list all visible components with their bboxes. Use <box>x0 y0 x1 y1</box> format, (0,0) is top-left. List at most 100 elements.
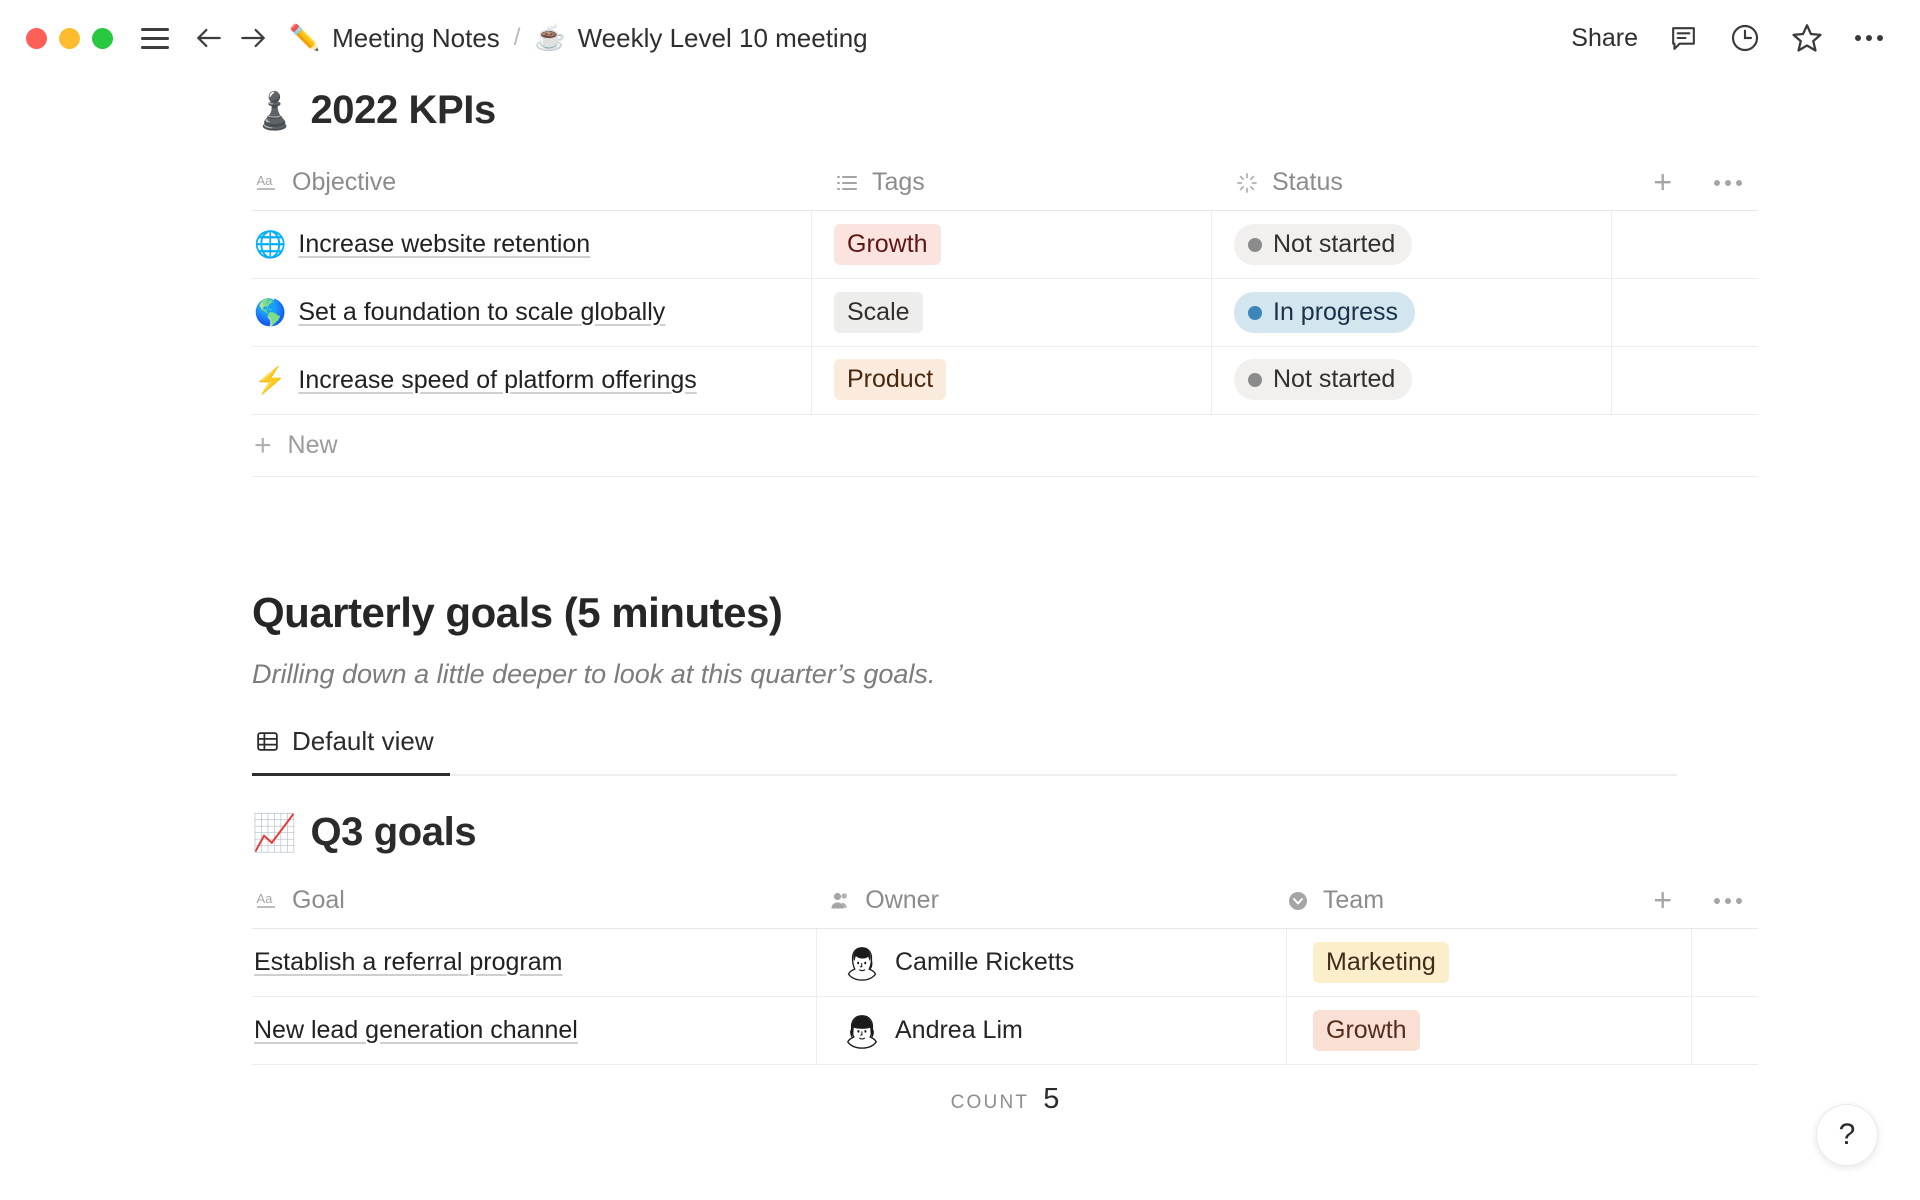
page-content: ♟️ 2022 KPIs Aa Objective Tags <box>0 88 1920 1129</box>
text-type-icon: Aa <box>254 888 280 914</box>
goal-link[interactable]: New lead generation channel <box>254 1016 578 1044</box>
tag-pill: Scale <box>834 291 923 334</box>
cell-goal[interactable]: Establish a referral program <box>252 929 817 996</box>
status-dot-icon <box>1248 237 1262 252</box>
avatar <box>843 1011 881 1050</box>
kpi-table-header: Aa Objective Tags <box>252 155 1758 211</box>
cell-team[interactable]: Growth <box>1287 997 1692 1064</box>
cell-empty <box>1612 279 1758 346</box>
coffee-icon: ☕ <box>534 23 566 52</box>
column-header-team[interactable]: Team <box>1259 873 1653 928</box>
maximize-window-button[interactable] <box>92 27 113 49</box>
select-chevron-down-icon <box>1285 888 1311 914</box>
chart-increasing-icon: 📈 <box>252 811 297 853</box>
team-pill: Marketing <box>1313 941 1449 984</box>
column-header-objective[interactable]: Aa Objective <box>252 155 812 210</box>
globe-meridians-icon: 🌐 <box>254 229 287 259</box>
column-header-tags[interactable]: Tags <box>812 155 1212 210</box>
breadcrumb-item-weekly-level-10-meeting[interactable]: Weekly Level 10 meeting <box>577 22 868 53</box>
svg-text:Aa: Aa <box>257 891 274 906</box>
q3-table-header: Aa Goal Owner Team <box>252 873 1758 929</box>
team-pill: Growth <box>1313 1009 1420 1052</box>
table-more-options-icon[interactable] <box>1714 179 1742 186</box>
q3-table: Aa Goal Owner Team <box>252 873 1758 1129</box>
column-header-status[interactable]: Status <box>1212 155 1612 210</box>
cell-status[interactable]: Not started <box>1212 347 1612 414</box>
cell-owner[interactable]: Camille Ricketts <box>817 929 1287 996</box>
share-button[interactable]: Share <box>1571 23 1638 52</box>
table-row[interactable]: 🌎 Set a foundation to scale globally Sca… <box>252 279 1758 347</box>
table-row[interactable]: New lead generation channel <box>252 997 1758 1065</box>
section-subtitle: Drilling down a little deeper to look at… <box>252 659 936 689</box>
add-column-icon[interactable]: + <box>1653 881 1672 918</box>
cell-status[interactable]: Not started <box>1212 211 1612 278</box>
column-label-tags: Tags <box>872 168 925 196</box>
add-column-icon[interactable]: + <box>1653 163 1672 200</box>
add-new-row-button[interactable]: + New <box>252 415 1758 477</box>
table-row[interactable]: Establish a referral program <box>252 929 1758 997</box>
status-badge: In progress <box>1234 292 1416 333</box>
cell-tags[interactable]: Growth <box>812 211 1212 278</box>
breadcrumb-item-meeting-notes[interactable]: Meeting Notes <box>332 22 500 53</box>
help-button[interactable]: ? <box>1816 1104 1878 1166</box>
cell-empty <box>1692 997 1758 1064</box>
traffic-lights <box>26 27 113 49</box>
cell-team[interactable]: Marketing <box>1287 929 1692 996</box>
forward-icon[interactable] <box>231 16 275 60</box>
person-icon <box>827 888 853 914</box>
cell-empty <box>1692 929 1758 996</box>
multiselect-icon <box>834 170 860 196</box>
svg-text:Aa: Aa <box>257 173 274 188</box>
cell-owner[interactable]: Andrea Lim <box>817 997 1287 1064</box>
earth-globe-americas-icon: 🌎 <box>254 297 287 327</box>
tag-pill: Growth <box>834 223 941 266</box>
clock-icon[interactable] <box>1728 21 1762 55</box>
page-title: Quarterly goals (5 minutes) <box>252 589 783 636</box>
text-type-icon: Aa <box>254 170 280 196</box>
column-label-goal: Goal <box>292 886 345 914</box>
pencil-icon: ✏️ <box>289 23 321 52</box>
objective-link[interactable]: Set a foundation to scale globally <box>298 298 666 326</box>
lightning-bolt-icon: ⚡ <box>254 365 287 395</box>
status-text: Not started <box>1273 230 1396 258</box>
table-more-options-icon[interactable] <box>1714 897 1742 904</box>
more-options-icon[interactable] <box>1852 21 1886 55</box>
status-badge: Not started <box>1234 224 1413 265</box>
cell-objective[interactable]: 🌎 Set a foundation to scale globally <box>252 279 812 346</box>
close-window-button[interactable] <box>26 27 47 49</box>
objective-link[interactable]: Increase website retention <box>298 230 591 258</box>
cell-empty <box>1612 347 1758 414</box>
cell-objective[interactable]: ⚡ Increase speed of platform offerings <box>252 347 812 414</box>
q3-database-title: 📈 Q3 goals <box>252 810 1770 855</box>
table-row[interactable]: ⚡ Increase speed of platform offerings P… <box>252 347 1758 415</box>
minimize-window-button[interactable] <box>59 27 80 49</box>
cell-empty <box>1612 211 1758 278</box>
column-label-team: Team <box>1322 886 1385 914</box>
tab-default-view[interactable]: Default view <box>252 726 450 776</box>
cell-goal[interactable]: New lead generation channel <box>252 997 817 1064</box>
kpi-table-header-actions: + <box>1653 163 1758 200</box>
cell-status[interactable]: In progress <box>1212 279 1612 346</box>
objective-link[interactable]: Increase speed of platform offerings <box>298 366 697 394</box>
count-bar[interactable]: COUNT 5 <box>252 1083 1758 1129</box>
cell-objective[interactable]: 🌐 Increase website retention <box>252 211 812 278</box>
status-text: In progress <box>1273 298 1399 326</box>
table-view-icon <box>254 729 280 755</box>
table-row[interactable]: 🌐 Increase website retention Growth Not … <box>252 211 1758 279</box>
column-header-owner[interactable]: Owner <box>801 873 1259 928</box>
back-icon[interactable] <box>187 16 231 60</box>
kpi-database-title: ♟️ 2022 KPIs <box>252 88 1770 133</box>
status-text: Not started <box>1273 365 1396 393</box>
star-icon[interactable] <box>1790 21 1824 55</box>
q3-table-header-actions: + <box>1653 881 1758 918</box>
breadcrumb-separator: / <box>513 24 521 51</box>
goal-link[interactable]: Establish a referral program <box>254 948 563 976</box>
comment-icon[interactable] <box>1666 21 1700 55</box>
cell-tags[interactable]: Product <box>812 347 1212 414</box>
tab-label-default-view: Default view <box>292 726 434 756</box>
cell-tags[interactable]: Scale <box>812 279 1212 346</box>
sidebar-toggle-icon[interactable] <box>135 18 175 58</box>
column-header-goal[interactable]: Aa Goal <box>252 873 801 928</box>
owner-name: Andrea Lim <box>895 1016 1023 1044</box>
